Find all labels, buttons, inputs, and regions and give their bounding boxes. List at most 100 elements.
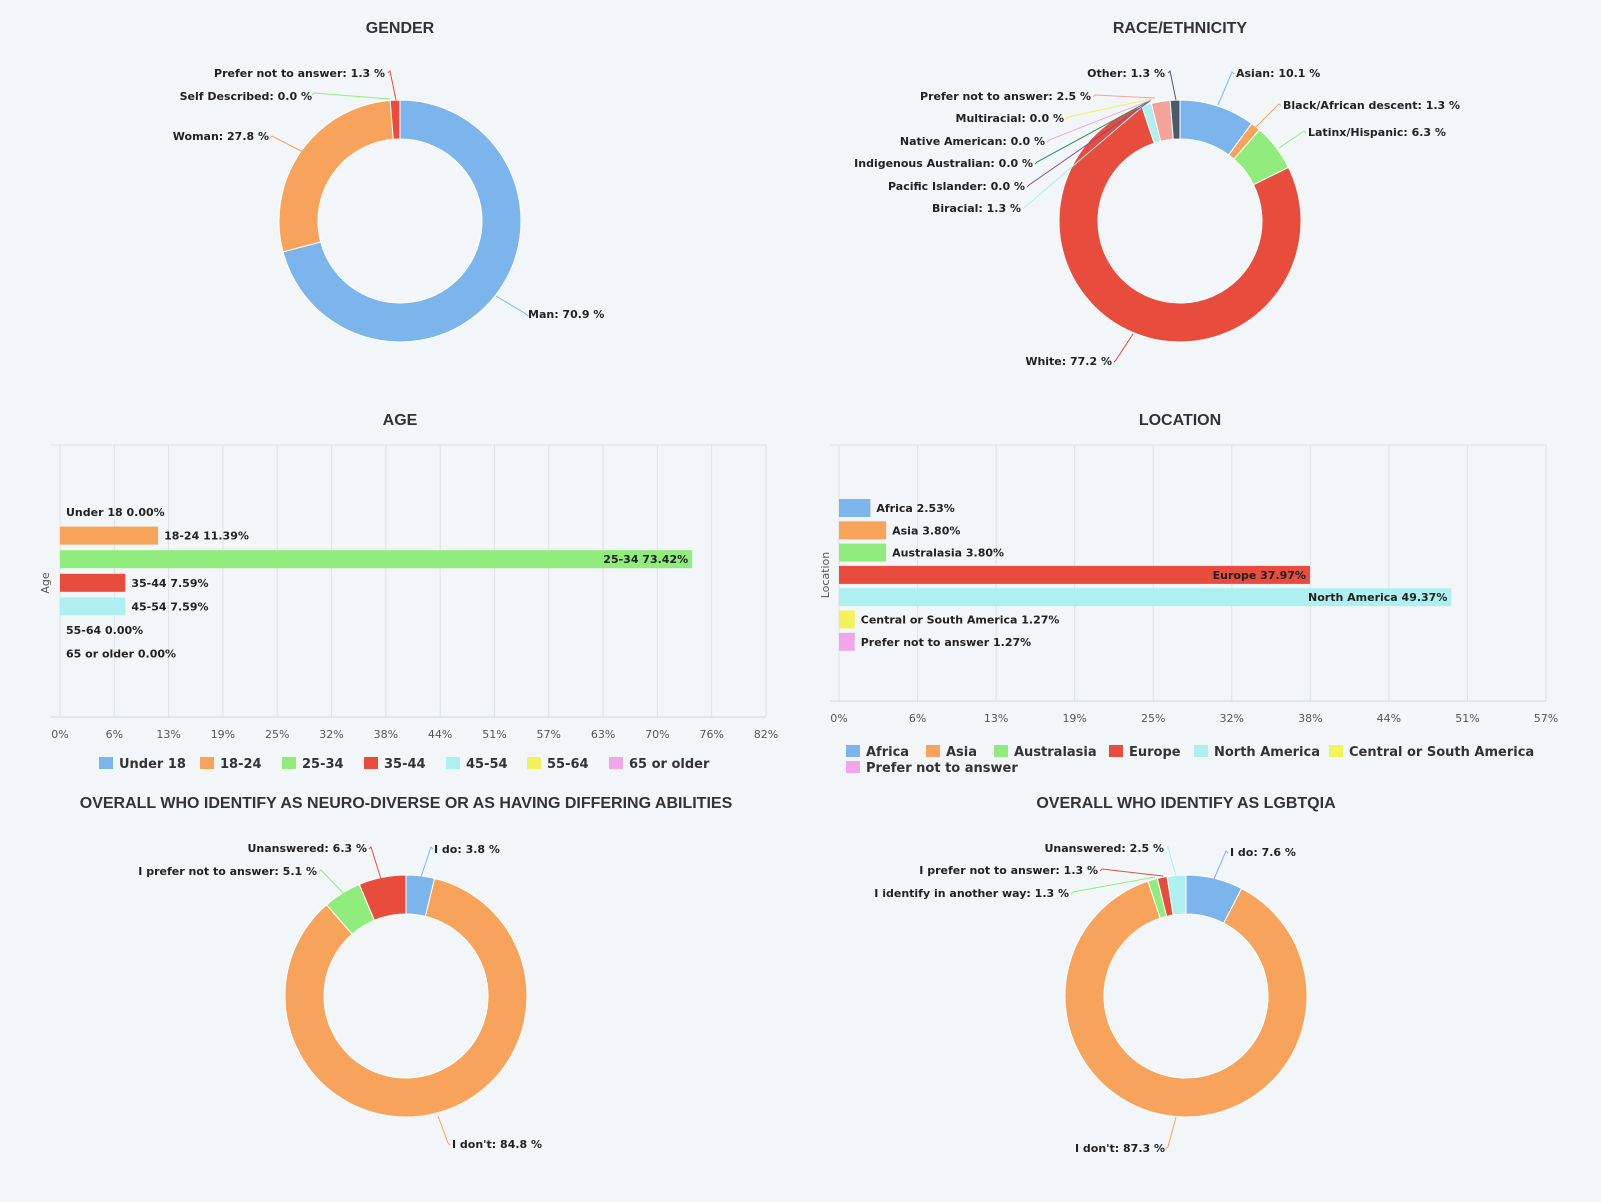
race-data-label: Biracial: 1.3 % [932,202,1021,215]
age-tick-label: 82% [754,728,778,741]
lgbtqia-slice [1064,880,1308,1118]
age-legend-item: 55-64 [547,757,589,772]
location-tick-label: 44% [1377,712,1401,725]
location-title: LOCATION [1139,412,1221,429]
neuro-slice [358,874,407,921]
gender-title: GENDER [366,20,435,37]
age-legend-swatch [364,757,378,769]
race-title: RACE/ETHNICITY [1113,20,1248,37]
race-chart: RACE/ETHNICITY Asian: 10.1 % Black/African… [854,20,1460,368]
age-data-label: 65 or older 0.00% [66,648,176,661]
race-data-label: White: 77.2 % [1025,355,1112,368]
lgbtqia-connector [1099,868,1164,877]
lgbtqia-slice [1166,874,1187,916]
neuro-slice [284,877,528,1118]
location-legend-item: Prefer not to answer [866,761,1018,776]
age-legend-swatch [609,757,623,769]
neuro-data-label: I don't: 84.8 % [452,1138,542,1151]
age-legend-swatch [446,757,460,769]
age-tick-label: 19% [211,728,235,741]
race-data-label: Latinx/Hispanic: 6.3 % [1308,126,1446,139]
age-legend-item: 25-34 [302,757,344,772]
location-legend-item: Europe [1129,745,1181,760]
location-legend-item: North America [1214,745,1320,760]
neuro-connector [318,869,344,894]
location-tick-label: 25% [1141,712,1165,725]
age-data-label: 35-44 7.59% [131,577,208,590]
location-legend-item: Australasia [1014,745,1097,760]
location-data-label: Prefer not to answer 1.27% [861,636,1031,649]
race-connector [1113,333,1134,363]
age-data-label: 55-64 0.00% [66,624,143,637]
race-data-label: Asian: 10.1 % [1236,67,1320,80]
gender-data-label: Man: 70.9 % [528,308,604,321]
race-data-label: Prefer not to answer: 2.5 % [920,90,1091,103]
gender-connector [495,295,529,317]
race-connector [1278,130,1307,149]
gender-data-label: Prefer not to answer: 1.3 % [214,67,385,80]
gender-slice [278,99,394,253]
age-tick-label: 70% [645,728,669,741]
location-tick-label: 32% [1220,712,1244,725]
location-tick-label: 38% [1298,712,1322,725]
age-data-label: 18-24 11.39% [164,530,249,543]
lgbtqia-data-label: I don't: 87.3 % [1075,1142,1165,1155]
age-tick-label: 0% [51,728,68,741]
age-legend-item: 35-44 [384,757,426,772]
race-connector [1092,94,1156,99]
age-bar [60,597,126,616]
age-y-axis-label: Age [39,572,52,594]
race-connector [1046,99,1152,143]
age-data-label: 25-34 73.42% [603,553,688,566]
age-legend-item: 45-54 [466,757,508,772]
gender-chart: GENDER Man: 70.9 % Woman: 27.8 % Self Descr… [173,20,604,343]
race-data-label: Pacific Islander: 0.0 % [888,180,1025,193]
age-bar [60,550,693,569]
neuro-connector [368,846,382,880]
gender-data-label: Woman: 27.8 % [173,130,269,143]
age-tick-label: 51% [482,728,506,741]
lgbtqia-connector [1165,846,1177,877]
location-data-label: Central or South America 1.27% [861,614,1060,627]
race-data-label: Native American: 0.0 % [900,135,1045,148]
location-bar [839,499,871,517]
location-bar [839,521,887,540]
neuro-connector [437,1115,451,1146]
age-legend-swatch [527,757,541,769]
lgbtqia-connector [1070,876,1156,895]
location-tick-label: 6% [909,712,926,725]
location-bar [839,543,887,562]
location-y-axis-label: Location [819,552,832,599]
location-legend-item: Asia [946,745,977,760]
race-connector [1022,101,1149,210]
location-legend-swatch [926,745,940,757]
location-bar [839,610,855,629]
location-bar [839,588,1452,607]
neuro-data-label: Unanswered: 6.3 % [247,842,367,855]
location-data-label: Asia 3.80% [892,524,960,537]
age-tick-label: 13% [156,728,180,741]
location-legend-swatch [1194,745,1208,757]
race-connector [1034,99,1152,165]
location-legend-item: Central or South America [1349,745,1534,760]
neuro-data-label: I do: 3.8 % [434,843,500,856]
neuro-title: OVERALL WHO IDENTIFY AS NEURO-DIVERSE OR… [80,795,733,812]
race-connector [1065,98,1152,120]
race-data-label: Black/African descent: 1.3 % [1283,99,1460,112]
lgbtqia-data-label: I do: 7.6 % [1230,846,1296,859]
location-tick-label: 57% [1534,712,1558,725]
age-data-label: 45-54 7.59% [131,600,208,613]
location-data-label: Australasia 3.80% [892,547,1004,560]
race-connector [1254,103,1282,129]
age-tick-label: 57% [537,728,561,741]
lgbtqia-connector [1165,1116,1177,1150]
gender-slice [282,99,522,343]
location-legend-swatch [1329,745,1343,757]
location-chart: LOCATION 0% 6% 13% 19% 25% 32% 38% 44% 51% 57% Loca… [819,412,1558,776]
age-bar [60,526,159,545]
race-connector [1026,100,1151,188]
age-tick-label: 63% [591,728,615,741]
lgbtqia-data-label: I prefer not to answer: 1.3 % [919,864,1098,877]
gender-connector [311,92,391,100]
gender-connector [269,135,304,153]
